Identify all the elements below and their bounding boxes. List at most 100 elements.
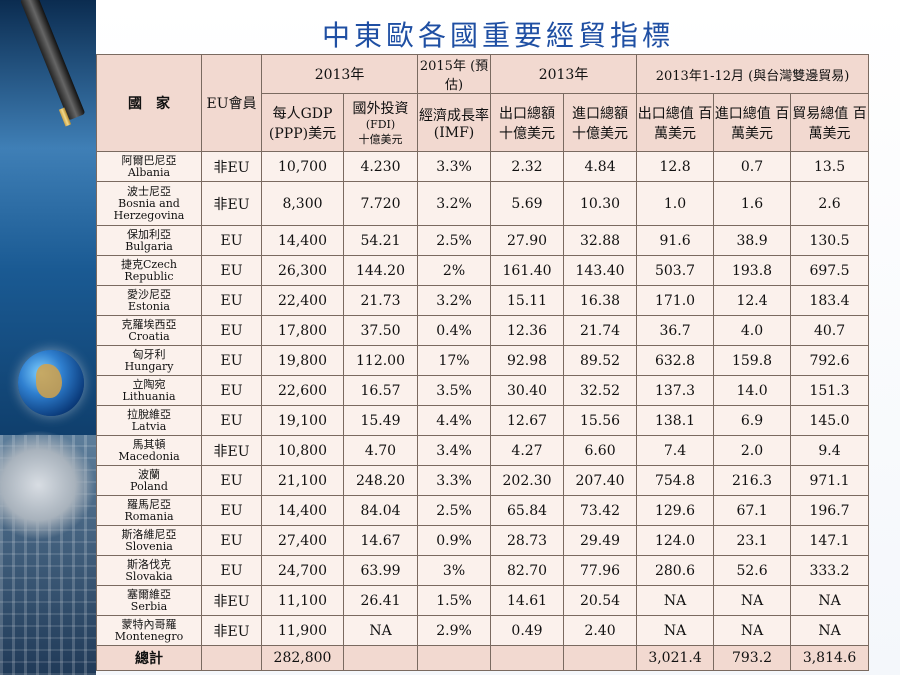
eu-status: 非EU xyxy=(201,151,262,182)
country-cell: 斯洛伐克 Slovakia xyxy=(96,555,202,586)
table-row: 塞爾維亞 Serbia 非EU 11,100 26.41 1.5% 14.61 20.54 NA… xyxy=(96,585,870,616)
exports-value: 82.70 xyxy=(490,555,565,586)
tw-total-value: 2.6 xyxy=(790,181,870,226)
tw-total-value: 971.1 xyxy=(790,465,870,496)
growth-value: 0.4% xyxy=(417,315,492,346)
total-tw-total: 3,814.6 xyxy=(790,645,870,671)
tw-imports-header: 進口總值 百萬美元 xyxy=(713,93,792,152)
exports-value: 15.11 xyxy=(490,285,565,316)
header-row-1: 國 家 EU會員 2013年 2015年 (預估) 2013年 2013年1-1… xyxy=(96,54,870,152)
exports-value: 12.36 xyxy=(490,315,565,346)
fdi-header: 國外投資 (FDI) 十億美元 xyxy=(342,93,419,152)
imports-value: 77.96 xyxy=(563,555,638,586)
country-cell: 羅馬尼亞 Romania xyxy=(96,495,202,526)
growth-value: 3.2% xyxy=(417,285,492,316)
handshake-image xyxy=(0,430,96,540)
globe-icon xyxy=(18,350,84,416)
table-row: 羅馬尼亞 Romania EU 14,400 84.04 2.5% 65.84 73.42 12… xyxy=(96,495,870,526)
country-cell: 捷克Czech Republic xyxy=(96,255,202,286)
gdp-value: 8,300 xyxy=(261,181,344,226)
exports-value: 12.67 xyxy=(490,405,565,436)
group-2013-header: 2013年 xyxy=(260,54,419,94)
country-name-en: Montenegro xyxy=(114,629,184,643)
eu-status: 非EU xyxy=(201,181,262,226)
exports-value: 202.30 xyxy=(490,465,565,496)
group-2013-trade-header: 2013年 xyxy=(490,54,638,94)
tw-total-value: 196.7 xyxy=(790,495,870,526)
tw-imports-value: 67.1 xyxy=(713,495,792,526)
eu-status: 非EU xyxy=(201,615,262,646)
country-name-zh: 蒙特內哥羅 xyxy=(121,617,177,631)
eu-status: EU xyxy=(201,405,262,436)
tw-exports-value: 137.3 xyxy=(636,375,715,406)
imports-value: 32.52 xyxy=(563,375,638,406)
indicator-table: 國 家 EU會員 2013年 2015年 (預估) 2013年 2013年1-1… xyxy=(96,54,870,671)
fdi-value: 14.67 xyxy=(342,525,419,556)
country-name-en: Slovenia xyxy=(125,539,173,553)
country-name-en: Slovakia xyxy=(125,569,173,583)
growth-value: 2% xyxy=(417,255,492,286)
country-cell: 保加利亞 Bulgaria xyxy=(96,225,202,256)
gdp-value: 22,400 xyxy=(261,285,344,316)
country-name-zh: 捷克Czech xyxy=(121,257,177,271)
eu-status: 非EU xyxy=(201,435,262,466)
tw-total-value: 145.0 xyxy=(790,405,870,436)
growth-value: 2.9% xyxy=(417,615,492,646)
fdi-value: 16.57 xyxy=(342,375,419,406)
country-cell: 蒙特內哥羅 Montenegro xyxy=(96,615,202,646)
country-name-en: Croatia xyxy=(128,329,170,343)
tw-total-value: 130.5 xyxy=(790,225,870,256)
country-name-en: Albania xyxy=(127,165,171,179)
tw-exports-value: 632.8 xyxy=(636,345,715,376)
imports-value: 15.56 xyxy=(563,405,638,436)
total-tw-imports: 793.2 xyxy=(713,645,792,671)
table-row: 保加利亞 Bulgaria EU 14,400 54.21 2.5% 27.90 32.88 9… xyxy=(96,225,870,256)
table-row: 斯洛伐克 Slovakia EU 24,700 63.99 3% 82.70 77.96 280… xyxy=(96,555,870,586)
gdp-value: 27,400 xyxy=(261,525,344,556)
country-name-zh: 斯洛伐克 xyxy=(127,557,171,571)
growth-header: 經濟成長率 (IMF) xyxy=(417,93,492,152)
country-name-en: Lithuania xyxy=(122,389,176,403)
imports-value: 10.30 xyxy=(563,181,638,226)
tw-exports-value: 171.0 xyxy=(636,285,715,316)
tw-exports-value: 91.6 xyxy=(636,225,715,256)
exports-value: 27.90 xyxy=(490,225,565,256)
country-name-en: Latvia xyxy=(131,419,167,433)
country-name-en: Bulgaria xyxy=(125,239,173,253)
country-cell: 克羅埃西亞 Croatia xyxy=(96,315,202,346)
total-eu-cell xyxy=(201,645,262,671)
imports-header: 進口總額 十億美元 xyxy=(563,93,638,152)
table-row: 立陶宛 Lithuania EU 22,600 16.57 3.5% 30.40 32.52 1… xyxy=(96,375,870,406)
tw-imports-value: 23.1 xyxy=(713,525,792,556)
tw-imports-value: 193.8 xyxy=(713,255,792,286)
growth-value: 2.5% xyxy=(417,495,492,526)
country-cell: 波士尼亞 Bosnia and Herzegovina xyxy=(96,181,202,226)
tw-total-value: 13.5 xyxy=(790,151,870,182)
fdi-value: 15.49 xyxy=(342,405,419,436)
tw-total-value: 40.7 xyxy=(790,315,870,346)
tw-imports-value: 0.7 xyxy=(713,151,792,182)
growth-value: 3.3% xyxy=(417,151,492,182)
country-name-zh: 立陶宛 xyxy=(132,377,166,391)
tw-exports-value: NA xyxy=(636,585,715,616)
gdp-value: 19,100 xyxy=(261,405,344,436)
tw-imports-value: 1.6 xyxy=(713,181,792,226)
country-cell: 立陶宛 Lithuania xyxy=(96,375,202,406)
country-name-zh: 保加利亞 xyxy=(127,227,171,241)
country-name-en: Macedonia xyxy=(118,449,180,463)
growth-value: 3.4% xyxy=(417,435,492,466)
tw-imports-value: NA xyxy=(713,585,792,616)
tw-total-value: 792.6 xyxy=(790,345,870,376)
exports-value: 0.49 xyxy=(490,615,565,646)
table-row: 蒙特內哥羅 Montenegro 非EU 11,900 NA 2.9% 0.49 2.40 NA… xyxy=(96,615,870,646)
eu-status: EU xyxy=(201,555,262,586)
country-name-zh: 馬其頓 xyxy=(132,437,166,451)
country-cell: 愛沙尼亞 Estonia xyxy=(96,285,202,316)
exports-value: 30.40 xyxy=(490,375,565,406)
table-row: 克羅埃西亞 Croatia EU 17,800 37.50 0.4% 12.36 21.74 3… xyxy=(96,315,870,346)
gdp-value: 10,800 xyxy=(261,435,344,466)
tw-total-value: 151.3 xyxy=(790,375,870,406)
country-cell: 拉脫維亞 Latvia xyxy=(96,405,202,436)
gdp-value: 14,400 xyxy=(261,225,344,256)
imports-value: 2.40 xyxy=(563,615,638,646)
